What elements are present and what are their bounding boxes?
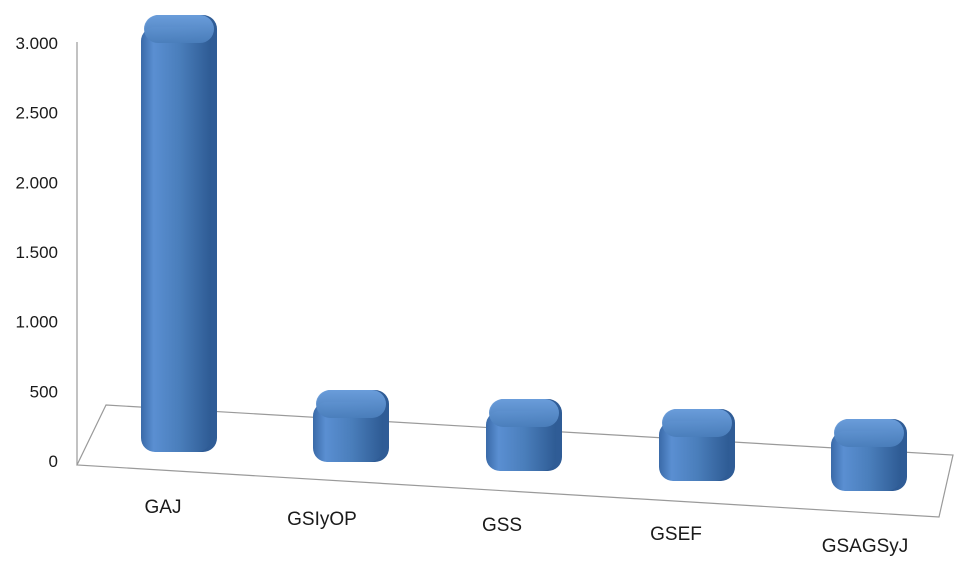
bar-gsef <box>659 409 735 481</box>
y-tick-label: 2.500 <box>15 104 58 123</box>
y-tick-label: 1.000 <box>15 313 58 332</box>
x-axis-labels: GAJ GSIyOP GSS GSEF GSAGSyJ <box>145 497 909 557</box>
x-category-label: GSAGSyJ <box>822 536 909 557</box>
y-tick-label: 3.000 <box>15 34 58 53</box>
bar-gaj <box>141 15 217 453</box>
bar-top <box>489 399 559 427</box>
y-tick-label: 1.500 <box>15 243 58 262</box>
bar-top <box>316 390 386 418</box>
bar-top <box>662 409 732 437</box>
bar-gss <box>486 399 562 471</box>
bars <box>141 15 907 491</box>
bar-top <box>144 15 214 44</box>
y-tick-label: 2.000 <box>15 173 58 192</box>
x-category-label: GSIyOP <box>287 509 357 530</box>
x-category-label: GAJ <box>145 497 182 518</box>
y-axis-ticks: 0 500 1.000 1.500 2.000 2.500 3.000 <box>15 34 58 471</box>
bar-body <box>141 27 211 453</box>
x-category-label: GSEF <box>650 524 702 545</box>
bar-gsagsyj <box>831 419 907 491</box>
x-category-label: GSS <box>482 515 522 536</box>
y-tick-label: 500 <box>30 382 58 401</box>
bar-top <box>834 419 904 447</box>
y-tick-label: 0 <box>49 452 58 471</box>
bar-gsiyop <box>313 390 389 462</box>
